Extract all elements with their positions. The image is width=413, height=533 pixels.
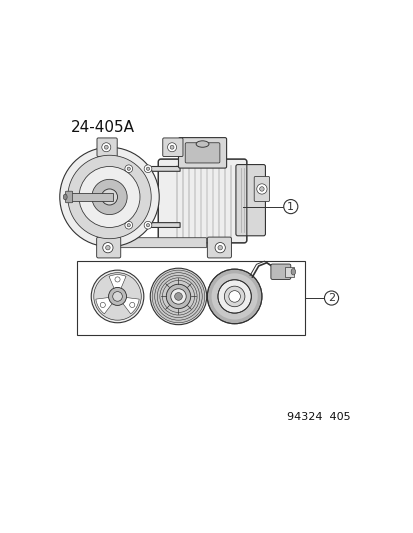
Circle shape bbox=[125, 221, 132, 229]
Circle shape bbox=[174, 293, 182, 300]
Ellipse shape bbox=[63, 194, 67, 200]
Circle shape bbox=[102, 243, 113, 253]
Circle shape bbox=[162, 280, 194, 312]
Circle shape bbox=[224, 286, 244, 306]
Bar bbox=[77, 261, 304, 335]
Wedge shape bbox=[109, 274, 126, 289]
Circle shape bbox=[94, 273, 141, 320]
Circle shape bbox=[127, 167, 130, 171]
Wedge shape bbox=[96, 297, 112, 314]
Circle shape bbox=[68, 155, 151, 239]
Circle shape bbox=[144, 221, 152, 229]
FancyBboxPatch shape bbox=[178, 138, 226, 168]
Circle shape bbox=[217, 245, 222, 250]
Circle shape bbox=[150, 268, 206, 325]
FancyBboxPatch shape bbox=[254, 176, 269, 201]
Circle shape bbox=[146, 224, 149, 227]
Circle shape bbox=[228, 290, 240, 302]
Circle shape bbox=[217, 280, 251, 313]
FancyBboxPatch shape bbox=[97, 138, 117, 157]
Circle shape bbox=[125, 165, 132, 173]
FancyBboxPatch shape bbox=[118, 238, 206, 248]
Circle shape bbox=[283, 199, 297, 214]
Circle shape bbox=[144, 165, 152, 173]
Ellipse shape bbox=[290, 269, 295, 275]
Circle shape bbox=[256, 184, 266, 194]
Text: 2: 2 bbox=[327, 293, 334, 303]
Circle shape bbox=[166, 284, 190, 309]
Circle shape bbox=[170, 146, 173, 149]
Circle shape bbox=[59, 147, 159, 247]
Circle shape bbox=[207, 270, 261, 323]
Circle shape bbox=[259, 187, 263, 191]
FancyBboxPatch shape bbox=[96, 237, 121, 258]
Circle shape bbox=[211, 273, 257, 320]
Circle shape bbox=[92, 179, 127, 215]
Circle shape bbox=[102, 143, 111, 152]
FancyBboxPatch shape bbox=[158, 159, 246, 243]
Text: 1: 1 bbox=[287, 201, 294, 212]
Circle shape bbox=[115, 277, 120, 282]
Circle shape bbox=[105, 245, 110, 250]
FancyBboxPatch shape bbox=[162, 138, 183, 157]
Circle shape bbox=[79, 166, 140, 228]
Circle shape bbox=[91, 270, 143, 323]
Circle shape bbox=[159, 278, 197, 315]
Circle shape bbox=[127, 224, 130, 227]
Circle shape bbox=[324, 291, 338, 305]
Text: 94324  405: 94324 405 bbox=[286, 411, 349, 422]
Circle shape bbox=[154, 273, 202, 320]
Circle shape bbox=[207, 269, 261, 324]
Circle shape bbox=[100, 302, 105, 308]
Circle shape bbox=[157, 275, 199, 318]
FancyBboxPatch shape bbox=[270, 264, 290, 279]
Polygon shape bbox=[109, 166, 180, 185]
Text: 24-405A: 24-405A bbox=[71, 120, 135, 135]
Circle shape bbox=[171, 289, 186, 304]
Circle shape bbox=[146, 167, 149, 171]
Circle shape bbox=[104, 146, 108, 149]
Circle shape bbox=[167, 143, 176, 152]
Ellipse shape bbox=[196, 141, 209, 147]
Circle shape bbox=[108, 287, 126, 305]
Circle shape bbox=[129, 302, 135, 308]
Polygon shape bbox=[109, 208, 180, 228]
Circle shape bbox=[112, 292, 122, 301]
Bar bbox=[71, 193, 112, 201]
Circle shape bbox=[214, 243, 225, 253]
Wedge shape bbox=[122, 297, 139, 314]
FancyBboxPatch shape bbox=[65, 191, 72, 203]
FancyBboxPatch shape bbox=[284, 266, 293, 277]
FancyBboxPatch shape bbox=[185, 143, 219, 163]
FancyBboxPatch shape bbox=[235, 165, 265, 236]
FancyBboxPatch shape bbox=[207, 237, 231, 258]
Circle shape bbox=[152, 270, 204, 323]
Circle shape bbox=[101, 189, 117, 205]
